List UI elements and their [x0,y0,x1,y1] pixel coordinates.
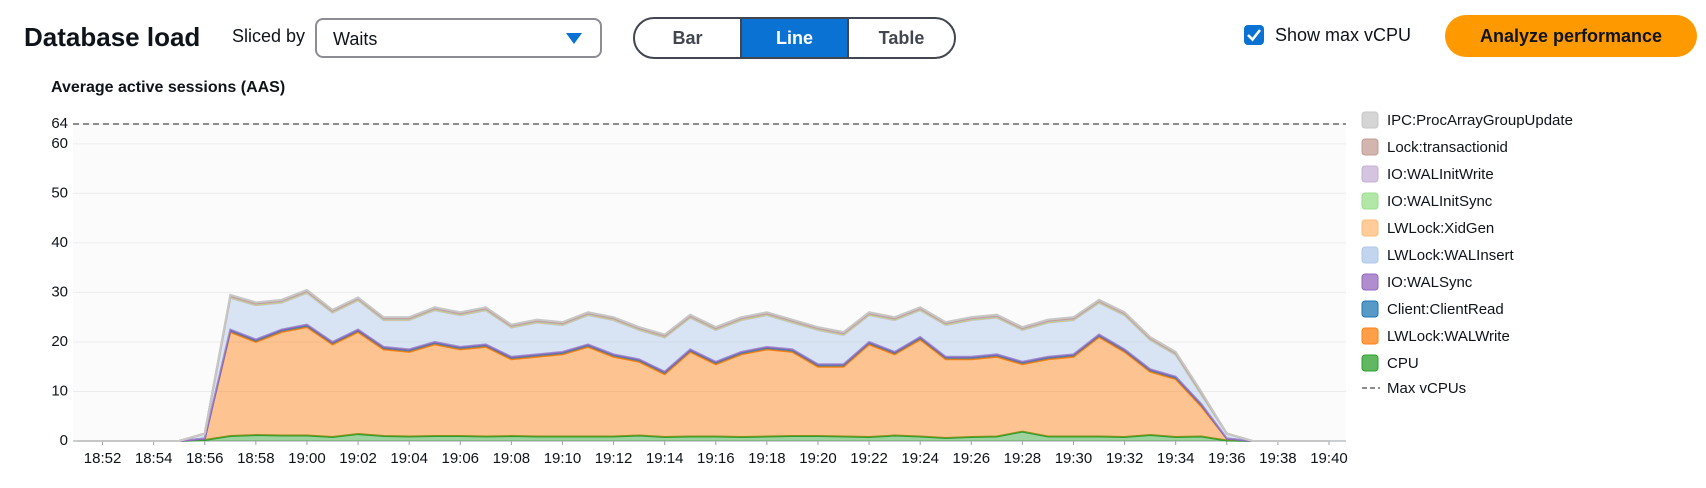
y-tick-label: 64 [51,115,68,132]
x-tick-label: 19:32 [1106,450,1144,467]
legend-label: IO:WALInitWrite [1387,166,1494,183]
legend-swatch [1361,138,1379,156]
y-tick-label: 30 [51,283,68,300]
legend-label: IO:WALSync [1387,274,1473,291]
view-option[interactable]: Line [740,19,847,57]
slice-value: Waits [333,29,378,49]
area-line [77,430,1329,442]
view-option[interactable]: Table [847,19,954,57]
x-tick-label: 18:58 [237,450,275,467]
legend-swatch [1361,111,1379,129]
x-tick-label: 19:38 [1259,450,1297,467]
y-tick-label: 60 [51,135,68,152]
x-tick-label: 19:06 [441,450,479,467]
legend-swatch [1361,192,1379,210]
y-tick-label: 50 [51,184,68,201]
x-tick-label: 19:28 [1004,450,1042,467]
legend-label: LWLock:WALInsert [1387,247,1515,264]
legend-swatch [1361,327,1379,345]
slice-select[interactable]: Waits [315,18,602,58]
view-option[interactable]: Bar [672,27,703,48]
sliced-by-label: Sliced by [232,26,306,46]
area-line [77,323,1329,442]
plot-background [73,124,1346,441]
page-title: Database load [24,22,201,52]
x-tick-label: 19:34 [1157,450,1195,467]
area-line [77,326,1329,442]
x-tick-label: 19:16 [697,450,735,467]
x-tick-label: 19:00 [288,450,326,467]
dropdown-arrow [566,33,582,44]
view-toggle: Bar Line Table [633,17,956,59]
y-axis-title: Average active sessions (AAS) [51,79,285,96]
x-tick-label: 19:24 [901,450,939,467]
checkmark [1247,29,1262,42]
x-tick-label: 19:10 [544,450,582,467]
y-tick-label: 40 [51,234,68,251]
x-tick-label: 18:52 [84,450,122,467]
x-tick-label: 19:04 [390,450,428,467]
x-tick-label: 19:02 [339,450,377,467]
x-tick-label: 19:20 [799,450,837,467]
legend-swatch [1361,165,1379,183]
y-tick-label: 0 [60,432,68,449]
x-tick-label: 19:12 [595,450,633,467]
area [77,431,1329,441]
legend-label: CPU [1387,355,1419,372]
checkbox[interactable] [1244,25,1264,45]
x-tick-label: 19:18 [748,450,786,467]
x-tick-label: 18:54 [135,450,173,467]
x-tick-label: 19:26 [953,450,991,467]
legend-label: IPC:ProcArrayGroupUpdate [1387,112,1573,129]
legend-label: Lock:transactionid [1387,139,1508,156]
area [77,292,1329,441]
legend-label: LWLock:WALWrite [1387,328,1510,345]
chart: Average active sessions (AAS) 0 10 20 30 40 50… [51,79,1573,467]
legend-swatch [1361,300,1379,318]
legend-label: Client:ClientRead [1387,301,1504,318]
x-tick-label: 19:22 [850,450,888,467]
legend-label: Max vCPUs [1387,380,1466,397]
x-tick-label: 19:40 [1310,450,1348,467]
area [77,327,1329,441]
y-tick-label: 10 [51,382,68,399]
analyze-button[interactable]: Analyze performance [1445,15,1697,57]
legend-label: IO:WALInitSync [1387,193,1493,210]
x-tick-label: 18:56 [186,450,224,467]
area-line [77,288,1329,442]
legend-swatch [1361,273,1379,291]
legend-swatch [1361,354,1379,372]
y-tick-label: 20 [51,333,68,350]
x-tick-label: 19:08 [493,450,531,467]
x-tick-label: 19:36 [1208,450,1246,467]
legend-swatch [1361,246,1379,264]
checkbox-label[interactable]: Show max vCPU [1275,25,1412,45]
x-tick-label: 19:30 [1055,450,1093,467]
x-tick-label: 19:14 [646,450,684,467]
legend-swatch [1361,219,1379,237]
legend-label: LWLock:XidGen [1387,220,1494,237]
